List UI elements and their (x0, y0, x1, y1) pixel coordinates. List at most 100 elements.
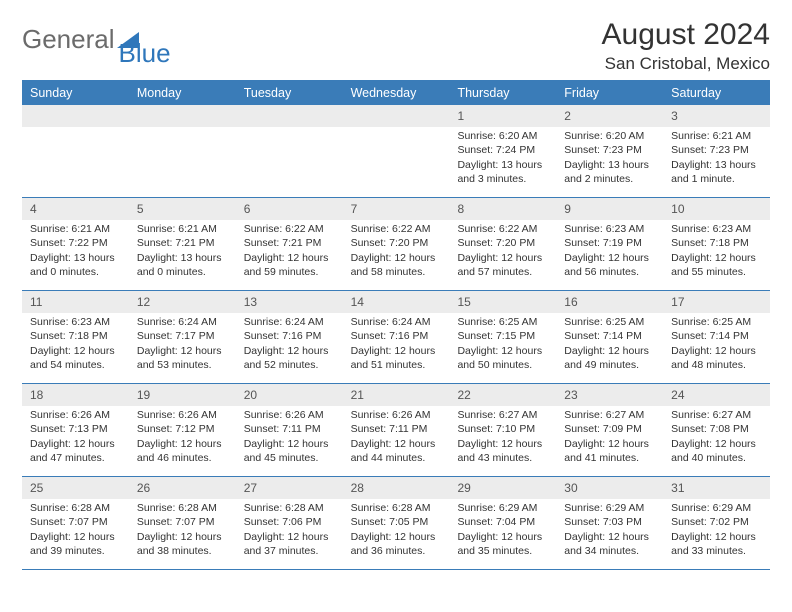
sunset-text: Sunset: 7:07 PM (137, 515, 228, 529)
day-header: Wednesday (343, 81, 450, 105)
day-number: 24 (663, 384, 770, 406)
day-details: Sunrise: 6:28 AMSunset: 7:05 PMDaylight:… (343, 501, 450, 562)
day-cell: 1Sunrise: 6:20 AMSunset: 7:24 PMDaylight… (449, 105, 556, 197)
day-number: 5 (129, 198, 236, 220)
sunrise-text: Sunrise: 6:27 AM (457, 408, 548, 422)
sunrise-text: Sunrise: 6:29 AM (671, 501, 762, 515)
sunset-text: Sunset: 7:07 PM (30, 515, 121, 529)
day-cell: 19Sunrise: 6:26 AMSunset: 7:12 PMDayligh… (129, 384, 236, 476)
sunrise-text: Sunrise: 6:29 AM (457, 501, 548, 515)
day-details: Sunrise: 6:23 AMSunset: 7:18 PMDaylight:… (663, 222, 770, 283)
day-details: Sunrise: 6:29 AMSunset: 7:03 PMDaylight:… (556, 501, 663, 562)
day-details: Sunrise: 6:20 AMSunset: 7:23 PMDaylight:… (556, 129, 663, 190)
sunrise-text: Sunrise: 6:21 AM (30, 222, 121, 236)
daylight-text: Daylight: 12 hours and 48 minutes. (671, 344, 762, 372)
daylight-text: Daylight: 12 hours and 45 minutes. (244, 437, 335, 465)
daylight-text: Daylight: 12 hours and 49 minutes. (564, 344, 655, 372)
daylight-text: Daylight: 12 hours and 44 minutes. (351, 437, 442, 465)
daylight-text: Daylight: 12 hours and 57 minutes. (457, 251, 548, 279)
day-number: 7 (343, 198, 450, 220)
day-details: Sunrise: 6:21 AMSunset: 7:23 PMDaylight:… (663, 129, 770, 190)
day-cell: 3Sunrise: 6:21 AMSunset: 7:23 PMDaylight… (663, 105, 770, 197)
day-number: 19 (129, 384, 236, 406)
day-details: Sunrise: 6:21 AMSunset: 7:21 PMDaylight:… (129, 222, 236, 283)
day-details: Sunrise: 6:21 AMSunset: 7:22 PMDaylight:… (22, 222, 129, 283)
day-number: 15 (449, 291, 556, 313)
day-number: 25 (22, 477, 129, 499)
sunrise-text: Sunrise: 6:27 AM (671, 408, 762, 422)
day-details: Sunrise: 6:23 AMSunset: 7:18 PMDaylight:… (22, 315, 129, 376)
day-details: Sunrise: 6:24 AMSunset: 7:16 PMDaylight:… (343, 315, 450, 376)
sunrise-text: Sunrise: 6:26 AM (30, 408, 121, 422)
sunset-text: Sunset: 7:23 PM (671, 143, 762, 157)
sunset-text: Sunset: 7:21 PM (244, 236, 335, 250)
day-header: Sunday (22, 81, 129, 105)
daylight-text: Daylight: 12 hours and 35 minutes. (457, 530, 548, 558)
day-number: 11 (22, 291, 129, 313)
week-row: 4Sunrise: 6:21 AMSunset: 7:22 PMDaylight… (22, 198, 770, 291)
sunset-text: Sunset: 7:11 PM (351, 422, 442, 436)
day-header: Thursday (449, 81, 556, 105)
day-number: 2 (556, 105, 663, 127)
day-details: Sunrise: 6:23 AMSunset: 7:19 PMDaylight:… (556, 222, 663, 283)
day-details: Sunrise: 6:27 AMSunset: 7:10 PMDaylight:… (449, 408, 556, 469)
daylight-text: Daylight: 12 hours and 33 minutes. (671, 530, 762, 558)
sunset-text: Sunset: 7:11 PM (244, 422, 335, 436)
daylight-text: Daylight: 12 hours and 59 minutes. (244, 251, 335, 279)
sunrise-text: Sunrise: 6:25 AM (457, 315, 548, 329)
sunset-text: Sunset: 7:13 PM (30, 422, 121, 436)
sunrise-text: Sunrise: 6:20 AM (564, 129, 655, 143)
day-number: 22 (449, 384, 556, 406)
day-number: 20 (236, 384, 343, 406)
daylight-text: Daylight: 13 hours and 0 minutes. (137, 251, 228, 279)
page-header: General Blue August 2024 San Cristobal, … (22, 18, 770, 74)
sunset-text: Sunset: 7:19 PM (564, 236, 655, 250)
day-details: Sunrise: 6:22 AMSunset: 7:21 PMDaylight:… (236, 222, 343, 283)
day-cell: 30Sunrise: 6:29 AMSunset: 7:03 PMDayligh… (556, 477, 663, 569)
sunset-text: Sunset: 7:18 PM (671, 236, 762, 250)
daylight-text: Daylight: 12 hours and 40 minutes. (671, 437, 762, 465)
sunrise-text: Sunrise: 6:22 AM (351, 222, 442, 236)
day-cell: 7Sunrise: 6:22 AMSunset: 7:20 PMDaylight… (343, 198, 450, 290)
sunset-text: Sunset: 7:08 PM (671, 422, 762, 436)
day-details (22, 129, 129, 133)
day-number: 13 (236, 291, 343, 313)
week-row: 11Sunrise: 6:23 AMSunset: 7:18 PMDayligh… (22, 291, 770, 384)
sunset-text: Sunset: 7:23 PM (564, 143, 655, 157)
daylight-text: Daylight: 13 hours and 3 minutes. (457, 158, 548, 186)
day-cell: 5Sunrise: 6:21 AMSunset: 7:21 PMDaylight… (129, 198, 236, 290)
day-number: . (343, 105, 450, 127)
day-cell: 22Sunrise: 6:27 AMSunset: 7:10 PMDayligh… (449, 384, 556, 476)
daylight-text: Daylight: 12 hours and 50 minutes. (457, 344, 548, 372)
sunrise-text: Sunrise: 6:25 AM (564, 315, 655, 329)
sunrise-text: Sunrise: 6:28 AM (351, 501, 442, 515)
day-header: Friday (556, 81, 663, 105)
day-cell: . (236, 105, 343, 197)
day-cell: 29Sunrise: 6:29 AMSunset: 7:04 PMDayligh… (449, 477, 556, 569)
day-details: Sunrise: 6:26 AMSunset: 7:12 PMDaylight:… (129, 408, 236, 469)
day-header: Tuesday (236, 81, 343, 105)
sunrise-text: Sunrise: 6:24 AM (351, 315, 442, 329)
day-number: 28 (343, 477, 450, 499)
day-cell: 18Sunrise: 6:26 AMSunset: 7:13 PMDayligh… (22, 384, 129, 476)
day-cell: 6Sunrise: 6:22 AMSunset: 7:21 PMDaylight… (236, 198, 343, 290)
day-details: Sunrise: 6:26 AMSunset: 7:11 PMDaylight:… (343, 408, 450, 469)
sunrise-text: Sunrise: 6:28 AM (30, 501, 121, 515)
day-details: Sunrise: 6:26 AMSunset: 7:13 PMDaylight:… (22, 408, 129, 469)
sunrise-text: Sunrise: 6:21 AM (137, 222, 228, 236)
location-label: San Cristobal, Mexico (602, 54, 770, 74)
day-number: 21 (343, 384, 450, 406)
daylight-text: Daylight: 12 hours and 53 minutes. (137, 344, 228, 372)
day-cell: 26Sunrise: 6:28 AMSunset: 7:07 PMDayligh… (129, 477, 236, 569)
day-number: 12 (129, 291, 236, 313)
daylight-text: Daylight: 12 hours and 58 minutes. (351, 251, 442, 279)
day-cell: 27Sunrise: 6:28 AMSunset: 7:06 PMDayligh… (236, 477, 343, 569)
sunrise-text: Sunrise: 6:26 AM (244, 408, 335, 422)
daylight-text: Daylight: 12 hours and 36 minutes. (351, 530, 442, 558)
sunrise-text: Sunrise: 6:21 AM (671, 129, 762, 143)
day-cell: 8Sunrise: 6:22 AMSunset: 7:20 PMDaylight… (449, 198, 556, 290)
day-cell: 21Sunrise: 6:26 AMSunset: 7:11 PMDayligh… (343, 384, 450, 476)
daylight-text: Daylight: 13 hours and 0 minutes. (30, 251, 121, 279)
daylight-text: Daylight: 12 hours and 39 minutes. (30, 530, 121, 558)
day-cell: 10Sunrise: 6:23 AMSunset: 7:18 PMDayligh… (663, 198, 770, 290)
